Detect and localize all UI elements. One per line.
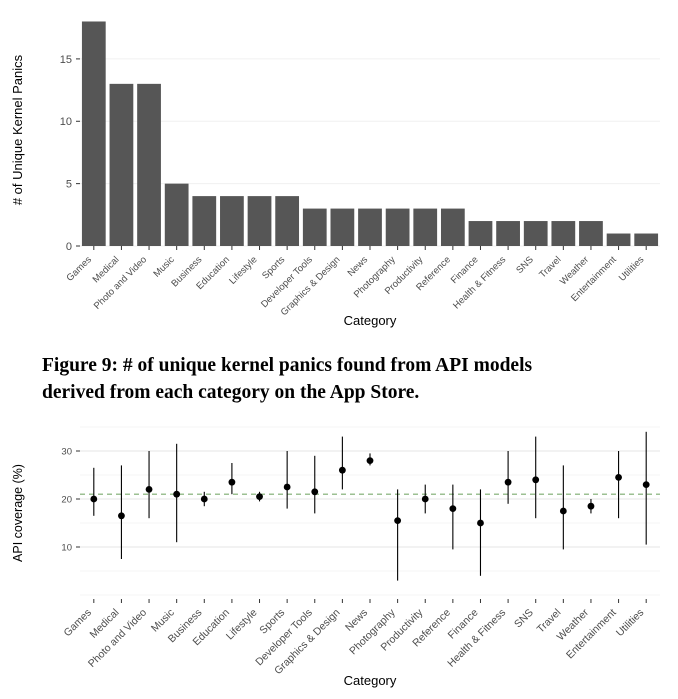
data-point bbox=[559, 507, 567, 515]
y-tick-label: 10 bbox=[61, 542, 72, 553]
y-tick-label: 0 bbox=[66, 241, 72, 253]
bar bbox=[496, 221, 520, 246]
data-point bbox=[394, 517, 402, 524]
data-point bbox=[200, 495, 208, 503]
y-axis: 0 5 10 15 bbox=[60, 54, 80, 253]
x-tick-label: Utilities bbox=[617, 254, 647, 284]
bar bbox=[192, 196, 217, 246]
data-point bbox=[615, 474, 622, 481]
figure-caption-line1: Figure 9: # of unique kernel panics foun… bbox=[42, 355, 533, 376]
x-tick-label: SNS bbox=[514, 254, 536, 276]
data-point bbox=[642, 481, 650, 488]
bar bbox=[302, 208, 327, 246]
bar bbox=[330, 208, 355, 246]
x-axis-title: Category bbox=[344, 673, 397, 688]
bar bbox=[275, 196, 300, 246]
data-point bbox=[449, 505, 457, 512]
figure-caption-line2: derived from each category on the App St… bbox=[42, 382, 420, 403]
x-tick-label: Lifestyle bbox=[227, 254, 259, 286]
bar bbox=[606, 233, 631, 246]
data-point bbox=[532, 476, 540, 484]
data-point bbox=[173, 490, 181, 498]
x-tick-label: SNS bbox=[512, 607, 536, 631]
y-axis-title: # of Unique Kernel Panics bbox=[10, 54, 25, 205]
x-tick-label: Utilities bbox=[614, 607, 646, 639]
y-tick-label: 10 bbox=[60, 116, 72, 128]
bar bbox=[358, 208, 382, 246]
y-tick-label: 30 bbox=[61, 446, 72, 457]
data-point bbox=[118, 512, 125, 520]
api-coverage-pointrange-chart: 10 20 30 Games Medical Photo and Video Music Bu… bbox=[0, 415, 678, 699]
bar bbox=[385, 208, 410, 246]
bar bbox=[81, 21, 106, 246]
bar bbox=[220, 196, 244, 246]
data-point bbox=[338, 466, 346, 474]
data-point bbox=[421, 495, 429, 503]
bars bbox=[81, 21, 659, 247]
bar bbox=[523, 221, 548, 246]
y-tick-label: 15 bbox=[60, 54, 72, 66]
gridlines bbox=[80, 426, 660, 596]
kernel-panics-bar-chart: 0 5 10 15 Games Medical Photo and Video Music Bu… bbox=[0, 0, 678, 345]
bar bbox=[137, 83, 161, 247]
data-point bbox=[366, 457, 374, 464]
bar bbox=[579, 221, 603, 246]
x-tick-label: Lifestyle bbox=[224, 607, 260, 643]
bar bbox=[634, 233, 659, 246]
figure-caption: Figure 9: # of unique kernel panics foun… bbox=[42, 352, 642, 406]
bar bbox=[109, 83, 134, 247]
y-axis: 10 20 30 bbox=[61, 446, 80, 553]
bar bbox=[440, 208, 465, 246]
data-point bbox=[587, 502, 595, 510]
x-tick-label: News bbox=[346, 254, 371, 279]
data-point bbox=[228, 478, 236, 486]
data-point bbox=[256, 493, 263, 500]
bar bbox=[413, 208, 438, 246]
data-point bbox=[283, 483, 291, 491]
pointrange-series bbox=[90, 431, 650, 581]
bar bbox=[468, 221, 493, 246]
y-tick-label: 5 bbox=[66, 178, 72, 190]
data-point bbox=[145, 486, 153, 493]
x-axis-title: Category bbox=[344, 313, 397, 328]
x-tick-label: Travel bbox=[537, 254, 563, 280]
data-point bbox=[504, 478, 512, 486]
bar bbox=[551, 221, 576, 246]
x-tick-label: Games bbox=[64, 254, 94, 284]
bar bbox=[247, 196, 272, 246]
data-point bbox=[311, 488, 319, 496]
y-axis-title: API coverage (%) bbox=[11, 464, 25, 562]
x-tick-label: Music bbox=[151, 254, 176, 279]
data-point bbox=[477, 519, 484, 527]
y-tick-label: 20 bbox=[61, 494, 72, 505]
bar bbox=[164, 183, 189, 246]
data-point bbox=[90, 495, 98, 503]
